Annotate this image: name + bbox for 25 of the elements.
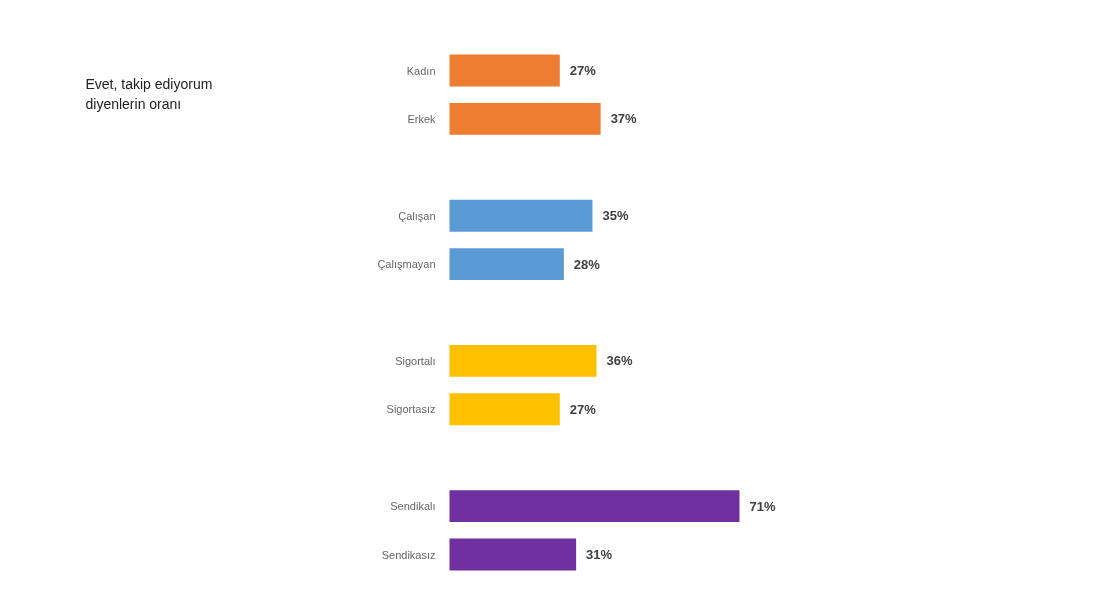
data-label: 37% (610, 111, 638, 127)
bar (449, 54, 560, 87)
bar (449, 199, 593, 232)
y-tick-label: Çalışmayan (377, 258, 436, 271)
bar (449, 248, 564, 281)
text: Evet, takip ediyorum diyenlerin oranı (85, 75, 213, 113)
bar (449, 490, 740, 523)
bar (449, 102, 601, 135)
bar (449, 393, 560, 426)
data-label: 31% (586, 547, 613, 562)
data-label: 28% (573, 256, 601, 272)
y-tick-label: Sendikasız (381, 548, 436, 561)
bar (449, 344, 597, 377)
data-label: 27% (569, 63, 597, 78)
y-tick-label: Sigortasız (386, 403, 436, 416)
y-tick-label: Sendikalı (390, 500, 436, 513)
y-tick-label: Erkek (407, 112, 436, 125)
bar (449, 538, 577, 571)
y-tick-label: Kadın (406, 64, 436, 77)
y-tick-label: Sigortalı (395, 354, 436, 367)
data-label: 36% (606, 353, 633, 369)
data-label: 35% (602, 208, 629, 224)
data-label: 27% (569, 401, 597, 417)
data-label: 71% (749, 498, 776, 514)
y-tick-label: Çalışan (398, 209, 436, 222)
